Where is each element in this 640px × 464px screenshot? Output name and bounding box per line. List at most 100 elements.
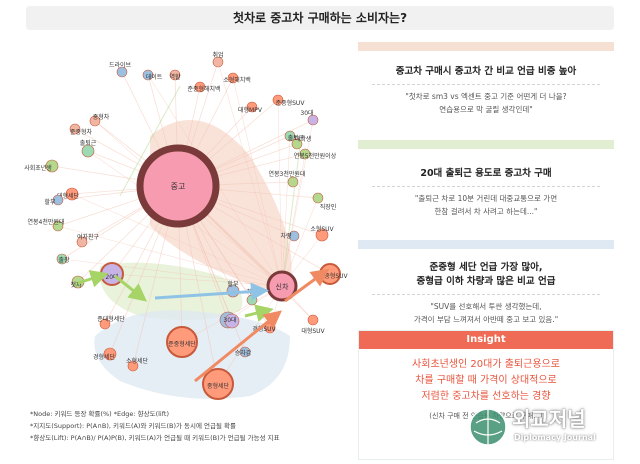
network-node: 준중형해치백 bbox=[187, 81, 221, 93]
network-node: 직장인 bbox=[312, 192, 337, 211]
network-node: 대학생 bbox=[291, 135, 312, 150]
arrow-20s-to-node bbox=[114, 274, 148, 302]
network-node: 30대 bbox=[300, 109, 319, 126]
network-edge bbox=[281, 135, 291, 287]
network-node: 30대 bbox=[223, 313, 240, 329]
network-node: 경형세단 bbox=[93, 347, 117, 361]
network-node: 출퇴근 bbox=[80, 139, 97, 158]
arrow-new-car-to-mid-suv bbox=[284, 268, 330, 303]
node-label: 소형해치백 bbox=[223, 76, 251, 84]
node-label: 준중형세단 bbox=[168, 340, 196, 348]
network-edge bbox=[281, 145, 301, 287]
node-label: 연봉5천만원이상 bbox=[294, 152, 337, 160]
arrow-sedan-to-new-car bbox=[194, 310, 282, 383]
node-label: 준중형차 bbox=[70, 128, 93, 136]
watermark-sub: Diplomacy Journal bbox=[514, 433, 596, 442]
card-2-title: 20대 출퇴근 용도로 중고차 구매 bbox=[420, 168, 552, 179]
network-edge bbox=[277, 99, 283, 287]
node-label: 소형SUV bbox=[310, 225, 334, 233]
globe-icon bbox=[469, 408, 507, 446]
network-node: 역할 bbox=[169, 69, 181, 81]
network-node: 소형해치백 bbox=[223, 72, 251, 84]
page-title: 첫차로 중고차 구매하는 소비자는? bbox=[26, 6, 614, 30]
network-edge bbox=[61, 258, 283, 287]
node-label: 연봉3천만원대 bbox=[269, 170, 306, 178]
network-node: 중형세단 bbox=[202, 368, 234, 400]
note-support: *지지도(Support): P(A∩B), 키워드(A)와 키워드(B)가 동… bbox=[30, 422, 236, 430]
watermark-name: 외교저널 bbox=[512, 407, 586, 431]
network-node: 여자친구 bbox=[76, 233, 100, 248]
network-edge bbox=[119, 85, 181, 197]
node-label: 소형세단 bbox=[126, 357, 149, 365]
insight-card-1: 중고차 구매시 중고차 간 비교 언급 비중 높아 "첫차로 sm3 vs 엑센… bbox=[358, 42, 614, 134]
network-node: 출퇴근 bbox=[284, 130, 305, 142]
network-node: 드라이브 bbox=[109, 61, 132, 78]
node-label: 연봉4천만원대 bbox=[28, 218, 65, 226]
network-node: 연봉3천만원대 bbox=[269, 170, 306, 188]
node-label: 준중형해치백 bbox=[187, 85, 220, 93]
node-label: 할부 bbox=[227, 280, 239, 288]
network-node: 취업 bbox=[212, 51, 224, 68]
footnotes: *Node: 키워드 등장 확률(%) *Edge: 향상도(lift) *지지… bbox=[30, 408, 360, 444]
arrow-blue bbox=[154, 282, 269, 301]
node-label: 할부 bbox=[44, 198, 56, 206]
note-lift: *향상도(Lift): P(A∩B)/ P(A)P(B), 키워드(A)가 언급… bbox=[30, 434, 280, 442]
node-label: 준중형SUV bbox=[276, 99, 306, 107]
node-label: 차량 bbox=[280, 232, 292, 240]
node-label: 대형SUV bbox=[301, 327, 325, 335]
hub-label: 중고 bbox=[171, 182, 186, 191]
network-node: 대형SUV bbox=[301, 314, 326, 335]
node-label: 직장인 bbox=[320, 203, 337, 211]
node-label: 출퇴근 bbox=[80, 139, 97, 147]
insight-card-3: 준중형 세단 언급 가장 많아, 중형급 이하 차량과 많은 비교 언급 "SU… bbox=[358, 240, 614, 328]
note-node-edge: *Node: 키워드 등장 확률(%) *Edge: 향상도(lift) bbox=[30, 410, 169, 418]
network-node: 준중형세단 bbox=[166, 326, 198, 358]
network-node: 차량 bbox=[280, 230, 300, 242]
card-3-title: 준중형 세단 언급 가장 많아, 중형급 이하 차량과 많은 비교 언급 bbox=[416, 262, 556, 287]
card-1-quote: "첫차로 sm3 vs 엑센트 중고 기준 어떤게 더 나을? 연습용으로 막 … bbox=[405, 92, 567, 114]
network-node: 연봉5천만원이상 bbox=[294, 148, 337, 160]
network-node: 할부 bbox=[44, 194, 64, 206]
insight-card-2: 20대 출퇴근 용도로 중고차 구매 "출퇴근 차로 10분 거린데 대중교통으… bbox=[358, 140, 614, 236]
card-1-header bbox=[358, 42, 614, 51]
network-edge bbox=[232, 77, 283, 287]
card-3-header bbox=[358, 240, 614, 249]
node-label: 20대 bbox=[105, 273, 118, 281]
network-node: 출장 bbox=[56, 253, 70, 265]
node-label: 경형세단 bbox=[93, 353, 116, 361]
network-node: 소형세단 bbox=[126, 357, 149, 372]
node-label: 중형세단 bbox=[207, 382, 230, 390]
network-node: 승차감 bbox=[235, 346, 252, 358]
node-label: 데이트 bbox=[146, 73, 163, 81]
hub-node-used: 중고 bbox=[136, 144, 220, 228]
node-label: 30대 bbox=[223, 316, 236, 324]
node-label: 중형SUV bbox=[324, 272, 348, 280]
network-edge bbox=[281, 119, 314, 287]
node-label: 역할 bbox=[169, 73, 181, 81]
node-label: 준대형세단 bbox=[97, 315, 125, 323]
network-edge bbox=[281, 197, 319, 287]
node-label: 30대 bbox=[300, 109, 313, 117]
node-label: 첫차 bbox=[70, 281, 82, 289]
node-label: 드라이브 bbox=[109, 61, 132, 69]
insight-label: Insight bbox=[359, 331, 613, 349]
node-label: 대형MPV bbox=[238, 106, 263, 114]
network-node: 준중형차 bbox=[69, 123, 93, 136]
insight-body: 사회초년생인 20대가 출퇴근용으로 차를 구매할 때 가격이 상대적으로 저렴… bbox=[412, 359, 560, 402]
network-node: 사회초년생 bbox=[24, 159, 59, 173]
node-label: 경형SUV bbox=[252, 325, 276, 333]
node-label: 여자친구 bbox=[77, 233, 100, 241]
network-node: 준대형세단 bbox=[97, 315, 125, 330]
node-label: 출퇴근 bbox=[288, 134, 305, 142]
network-edge bbox=[217, 61, 283, 287]
arrow-first-car-to-20s bbox=[77, 270, 109, 288]
node-label: 대학생 bbox=[295, 135, 312, 143]
network-node: 준중형SUV bbox=[272, 94, 306, 107]
node-label: 승차감 bbox=[235, 349, 252, 357]
hub-label: 신차 bbox=[276, 282, 289, 291]
network-node: 연봉4천만원대 bbox=[28, 218, 65, 232]
network-node: 중형SUV bbox=[319, 263, 349, 285]
network-node: 중형차 bbox=[89, 113, 110, 127]
node-label: 중형차 bbox=[93, 113, 110, 121]
